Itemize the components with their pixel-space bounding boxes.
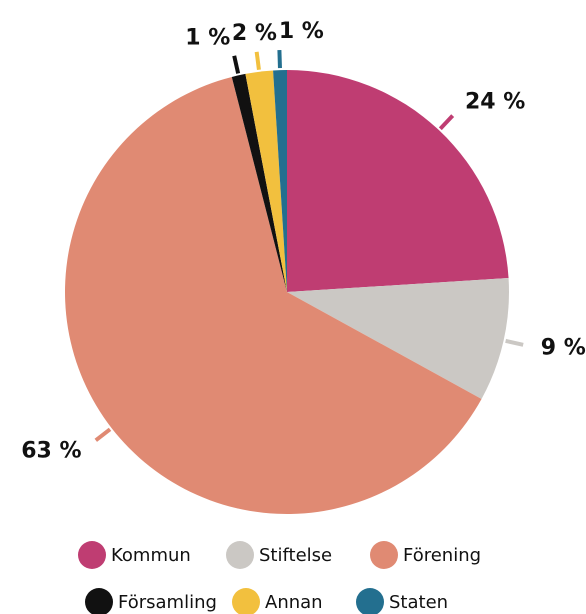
data-label: 1 %: [185, 25, 230, 50]
pie-slice: [65, 76, 482, 514]
legend-label: Stiftelse: [259, 545, 332, 566]
legend-label: Förening: [403, 545, 481, 566]
legend-swatch: [78, 541, 106, 569]
leader-line: [505, 338, 524, 347]
legend-swatch: [85, 588, 113, 614]
leader-line: [254, 51, 261, 71]
legend-swatch: [232, 588, 260, 614]
pie-slice: [287, 70, 509, 292]
data-label: 1 %: [279, 19, 324, 44]
legend-swatch: [370, 541, 398, 569]
legend-label: Församling: [118, 592, 217, 613]
data-label: 63 %: [21, 438, 81, 463]
legend-swatch: [356, 588, 384, 614]
leader-line: [438, 114, 455, 131]
pie-slice: [245, 70, 287, 292]
data-label: 9 %: [541, 336, 586, 361]
pie-slice: [287, 278, 509, 399]
legend-label: Staten: [389, 592, 448, 613]
pie-slice: [273, 70, 287, 292]
leader-line: [277, 50, 282, 69]
pie-slice: [231, 73, 287, 293]
legend-label: Annan: [265, 592, 323, 613]
legend-swatch: [226, 541, 254, 569]
data-label: 24 %: [465, 89, 525, 114]
legend-label: Kommun: [111, 545, 191, 566]
leader-line: [94, 427, 112, 442]
leader-line: [232, 55, 241, 74]
data-label: 2 %: [232, 21, 277, 46]
